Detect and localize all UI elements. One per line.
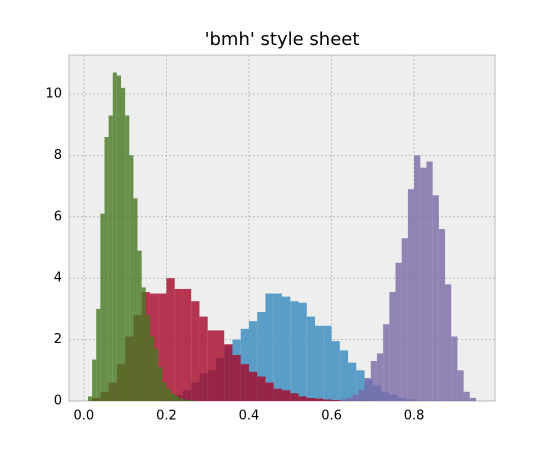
bar — [248, 371, 258, 401]
bar — [248, 321, 258, 401]
bar — [290, 301, 299, 401]
bar — [232, 354, 241, 401]
y-tick-label: 0 — [54, 394, 62, 409]
bar — [298, 302, 307, 401]
bar — [445, 284, 452, 401]
bar — [407, 189, 415, 401]
bar — [331, 400, 340, 401]
bar — [306, 397, 316, 401]
bar — [315, 325, 324, 401]
bar — [224, 344, 233, 401]
bar — [92, 359, 97, 401]
bar — [199, 316, 208, 401]
bar — [331, 341, 340, 401]
bar — [323, 325, 332, 401]
bar — [265, 382, 274, 401]
bar — [290, 393, 299, 401]
bar — [358, 390, 365, 401]
bar — [182, 399, 188, 401]
bar — [426, 161, 433, 401]
bar — [364, 377, 371, 401]
x-tick-label: 0.0 — [74, 409, 95, 424]
bar — [174, 288, 183, 401]
bar — [174, 396, 179, 401]
bar — [339, 350, 349, 401]
bar — [145, 315, 150, 401]
bar — [125, 115, 130, 401]
bar — [112, 72, 117, 401]
bar — [401, 238, 408, 401]
chart-title: 'bmh' style sheet — [205, 29, 360, 50]
bar — [191, 301, 200, 401]
y-tick-label: 4 — [54, 271, 62, 286]
bar — [348, 362, 357, 401]
bar — [170, 393, 175, 401]
bar — [96, 308, 101, 401]
bar — [298, 396, 307, 401]
y-tick-label: 6 — [54, 209, 62, 224]
bar — [129, 155, 134, 401]
bar — [438, 229, 446, 401]
bar — [282, 390, 291, 401]
bar — [158, 367, 163, 401]
bar — [257, 311, 266, 401]
bar — [215, 330, 225, 401]
x-tick-label: 0.2 — [156, 409, 177, 424]
bar — [154, 348, 159, 401]
bar — [469, 397, 477, 401]
bar — [141, 287, 146, 401]
bar — [104, 136, 109, 401]
x-tick-label: 0.8 — [404, 409, 425, 424]
bar — [356, 370, 365, 401]
bar — [383, 324, 390, 401]
bar — [187, 400, 192, 401]
bar — [265, 293, 274, 401]
bar — [463, 391, 470, 401]
bar — [162, 382, 167, 401]
bar — [133, 198, 138, 401]
bar — [352, 394, 359, 401]
bar — [166, 278, 175, 401]
bar — [273, 388, 282, 401]
x-tick-label: 0.4 — [239, 409, 260, 424]
bar — [345, 397, 353, 401]
bar — [178, 398, 183, 401]
bar — [414, 155, 421, 401]
bar — [257, 376, 266, 401]
bar — [420, 167, 427, 401]
bar — [116, 75, 122, 402]
bar — [370, 361, 377, 401]
y-tick-label: 2 — [54, 332, 62, 347]
bar — [100, 213, 105, 401]
bar — [273, 293, 282, 401]
bar — [182, 288, 192, 401]
bar — [166, 388, 171, 401]
y-tick-label: 8 — [54, 148, 62, 163]
bar — [137, 250, 142, 401]
bar — [121, 87, 126, 402]
bar — [315, 398, 324, 401]
bar — [457, 370, 464, 401]
bar — [158, 293, 167, 401]
bar — [282, 296, 291, 401]
bar — [395, 262, 402, 401]
bar — [207, 330, 216, 401]
bar — [240, 364, 249, 401]
bar — [376, 353, 384, 401]
bar — [339, 399, 346, 401]
bar — [87, 396, 93, 401]
x-tick-label: 0.6 — [321, 409, 342, 424]
bar — [108, 115, 113, 401]
y-tick-label: 10 — [45, 86, 62, 101]
bar — [432, 195, 439, 401]
bar — [323, 399, 332, 401]
bar — [389, 292, 396, 401]
bar — [191, 400, 196, 401]
bar — [306, 316, 316, 401]
bar — [149, 336, 155, 401]
bar — [451, 336, 458, 401]
